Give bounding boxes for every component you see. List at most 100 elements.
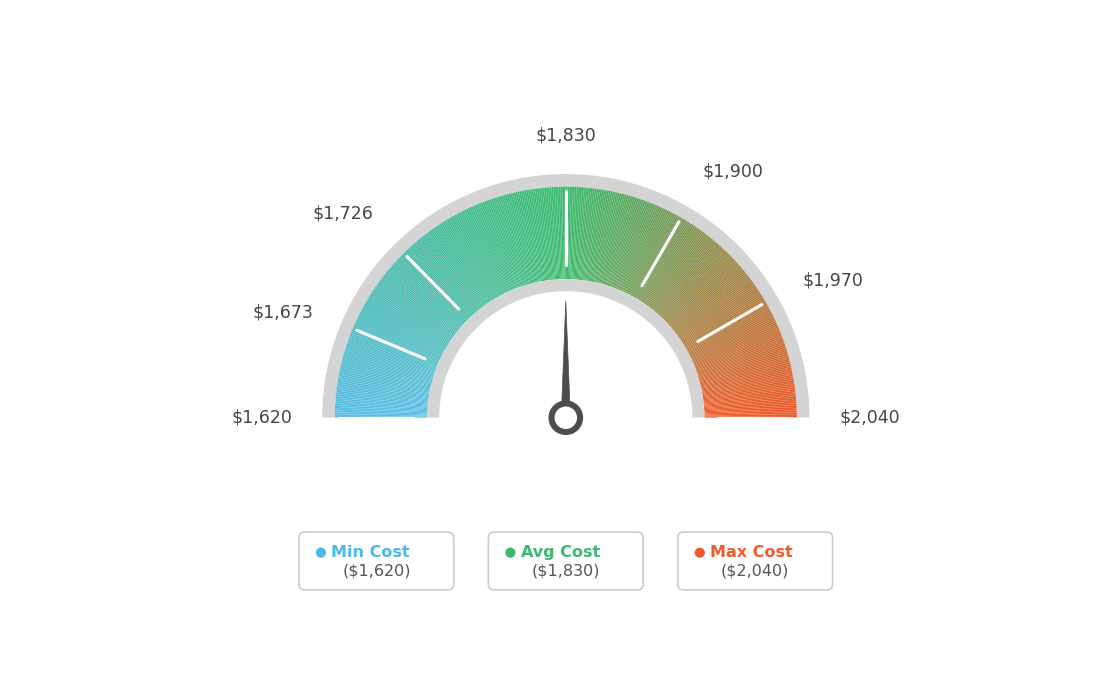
Wedge shape xyxy=(702,378,794,395)
Wedge shape xyxy=(578,188,590,280)
Wedge shape xyxy=(448,218,496,299)
Wedge shape xyxy=(367,299,447,347)
Wedge shape xyxy=(700,360,790,384)
Wedge shape xyxy=(353,326,438,364)
Wedge shape xyxy=(550,187,558,279)
Wedge shape xyxy=(641,225,694,302)
Wedge shape xyxy=(699,355,788,381)
Wedge shape xyxy=(591,190,609,282)
Wedge shape xyxy=(337,385,428,400)
Wedge shape xyxy=(614,201,647,288)
Wedge shape xyxy=(335,407,427,413)
Wedge shape xyxy=(700,362,790,386)
Wedge shape xyxy=(665,256,732,322)
Wedge shape xyxy=(689,311,772,355)
Wedge shape xyxy=(445,220,495,299)
Wedge shape xyxy=(680,286,757,340)
Wedge shape xyxy=(382,276,456,334)
Wedge shape xyxy=(422,237,480,310)
Wedge shape xyxy=(698,346,786,376)
Wedge shape xyxy=(640,223,691,302)
Wedge shape xyxy=(453,215,499,297)
Wedge shape xyxy=(701,367,792,388)
Wedge shape xyxy=(551,187,559,279)
Polygon shape xyxy=(439,292,692,417)
Wedge shape xyxy=(619,204,656,290)
Wedge shape xyxy=(340,369,431,390)
Wedge shape xyxy=(541,188,552,280)
Wedge shape xyxy=(482,201,517,288)
Wedge shape xyxy=(580,188,591,280)
Wedge shape xyxy=(601,194,625,284)
Wedge shape xyxy=(350,333,437,368)
Text: $2,040: $2,040 xyxy=(839,408,900,426)
Wedge shape xyxy=(394,262,464,325)
Wedge shape xyxy=(442,221,492,301)
Text: ($1,830): ($1,830) xyxy=(531,564,601,579)
Wedge shape xyxy=(510,193,533,283)
Wedge shape xyxy=(670,265,741,327)
Wedge shape xyxy=(405,250,470,318)
Text: $1,673: $1,673 xyxy=(253,303,314,321)
Wedge shape xyxy=(337,384,428,398)
Wedge shape xyxy=(677,279,752,335)
Wedge shape xyxy=(582,188,595,280)
Wedge shape xyxy=(432,229,486,305)
Wedge shape xyxy=(648,232,704,307)
Wedge shape xyxy=(397,258,466,323)
Wedge shape xyxy=(439,224,490,302)
Wedge shape xyxy=(645,228,699,304)
Wedge shape xyxy=(359,313,443,356)
Wedge shape xyxy=(605,197,634,285)
Wedge shape xyxy=(586,189,602,281)
Wedge shape xyxy=(354,323,439,362)
Wedge shape xyxy=(606,197,636,286)
Wedge shape xyxy=(408,247,473,316)
Wedge shape xyxy=(524,190,542,282)
Wedge shape xyxy=(698,348,786,377)
Wedge shape xyxy=(702,382,794,397)
Wedge shape xyxy=(602,195,627,284)
Text: Max Cost: Max Cost xyxy=(710,545,793,560)
Wedge shape xyxy=(581,188,593,280)
Circle shape xyxy=(549,400,583,435)
Wedge shape xyxy=(639,221,690,301)
Wedge shape xyxy=(623,207,662,292)
Wedge shape xyxy=(698,344,785,375)
Wedge shape xyxy=(522,190,541,282)
Wedge shape xyxy=(704,411,797,415)
Wedge shape xyxy=(679,285,756,339)
Text: ($1,620): ($1,620) xyxy=(342,564,411,579)
Wedge shape xyxy=(476,204,512,290)
Wedge shape xyxy=(572,187,578,279)
Wedge shape xyxy=(338,376,429,394)
Wedge shape xyxy=(426,233,482,308)
Wedge shape xyxy=(464,210,506,293)
Wedge shape xyxy=(530,189,545,281)
Text: $1,900: $1,900 xyxy=(702,163,764,181)
Wedge shape xyxy=(688,308,769,353)
Wedge shape xyxy=(470,206,510,291)
Wedge shape xyxy=(697,342,784,373)
Wedge shape xyxy=(597,193,619,283)
Wedge shape xyxy=(704,403,796,410)
Wedge shape xyxy=(528,190,544,281)
Wedge shape xyxy=(336,393,428,404)
Wedge shape xyxy=(657,244,719,314)
Wedge shape xyxy=(628,211,670,294)
Wedge shape xyxy=(618,204,655,290)
Wedge shape xyxy=(664,253,729,319)
Wedge shape xyxy=(585,189,601,281)
Wedge shape xyxy=(662,252,728,319)
Wedge shape xyxy=(424,234,481,308)
Wedge shape xyxy=(347,344,434,375)
Wedge shape xyxy=(411,246,474,315)
Wedge shape xyxy=(607,197,637,286)
Wedge shape xyxy=(335,413,427,415)
Wedge shape xyxy=(335,411,427,415)
Wedge shape xyxy=(412,244,474,315)
Wedge shape xyxy=(684,299,765,347)
Wedge shape xyxy=(624,208,665,293)
Wedge shape xyxy=(646,230,701,306)
Wedge shape xyxy=(696,338,783,371)
